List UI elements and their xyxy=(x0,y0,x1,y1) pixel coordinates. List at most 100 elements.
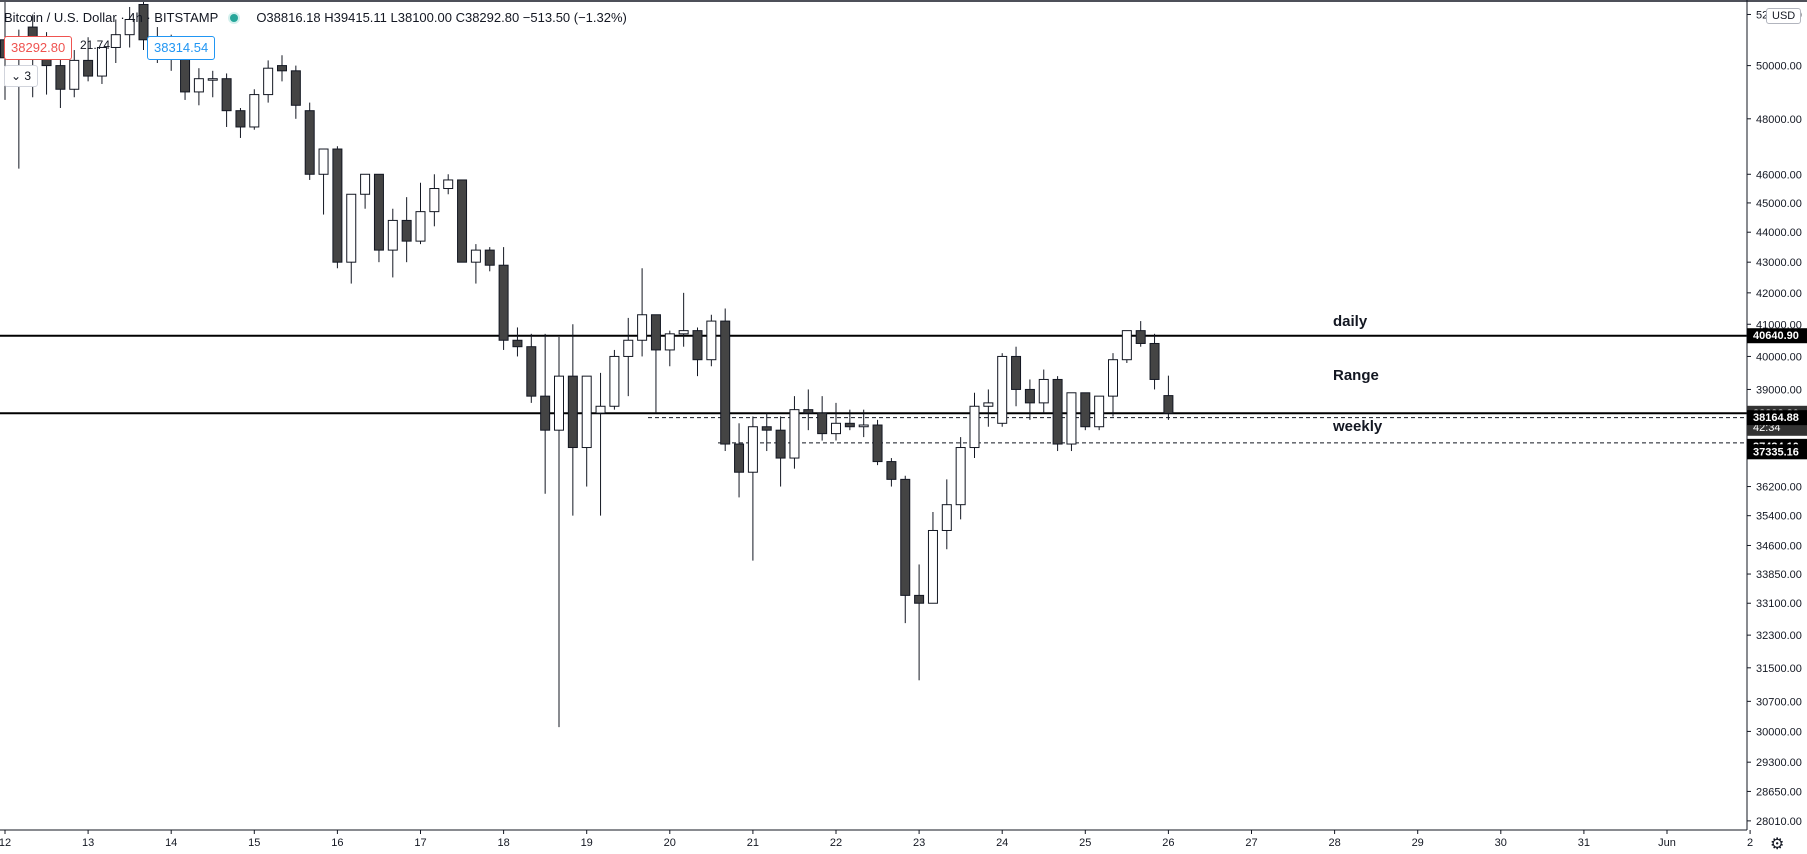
candle-body xyxy=(581,375,592,449)
price-badge-daily xyxy=(1747,328,1807,344)
quantity-selector[interactable]: ⌄ 3 xyxy=(4,65,39,87)
time-tick-label: 26 xyxy=(1162,837,1174,849)
candle-body xyxy=(207,78,218,81)
candle-body xyxy=(650,314,661,351)
time-tick-label: 22 xyxy=(830,837,842,849)
price-tick-label: 50000.00 xyxy=(1756,61,1802,73)
candle-body xyxy=(526,346,537,397)
candle-body xyxy=(443,179,454,190)
time-tick-label: 31 xyxy=(1578,837,1590,849)
time-tick-label: 13 xyxy=(82,837,94,849)
candle xyxy=(346,193,357,284)
candle-body xyxy=(858,424,869,428)
time-tick-label: 16 xyxy=(331,837,343,849)
gear-icon[interactable]: ⚙ xyxy=(1770,836,1785,853)
candle-body xyxy=(637,314,648,341)
candle-body xyxy=(498,264,509,341)
time-tick-label: 30 xyxy=(1495,837,1507,849)
candle-body xyxy=(706,320,717,361)
candle-body xyxy=(941,504,952,531)
price-badge-label: 38164.88 xyxy=(1753,412,1799,424)
daily-label[interactable]: daily xyxy=(1333,313,1368,330)
candle-body xyxy=(775,429,786,459)
price-badge-label: 40640.90 xyxy=(1753,330,1799,342)
candle xyxy=(650,314,661,414)
candle-body xyxy=(512,339,523,348)
time-tick-label: 27 xyxy=(1245,837,1257,849)
chevron-down-icon: ⌄ xyxy=(11,69,22,83)
candle-body xyxy=(83,59,94,77)
candle xyxy=(706,314,717,367)
time-tick-label: 24 xyxy=(996,837,1008,849)
candle xyxy=(997,353,1008,427)
candle xyxy=(290,65,301,119)
candle-body xyxy=(221,78,232,112)
candle xyxy=(318,148,329,215)
time-tick-label: 12 xyxy=(0,837,11,849)
candle xyxy=(207,70,218,98)
candle xyxy=(1135,321,1146,347)
price-tick-label: 36200.00 xyxy=(1756,482,1802,494)
time-tick-label: 19 xyxy=(581,837,593,849)
symbol-title[interactable]: Bitcoin / U.S. Dollar · 4h · BITSTAMP xyxy=(4,10,219,25)
candle-body xyxy=(429,188,440,213)
candle xyxy=(789,396,800,469)
candle xyxy=(360,173,371,209)
candle-body xyxy=(955,447,966,506)
buy-price-button[interactable]: 38314.54 xyxy=(147,36,216,60)
sell-price-button[interactable]: 38292.80 xyxy=(4,36,73,60)
candle-body xyxy=(886,461,897,480)
candle xyxy=(429,174,440,227)
price-tick-label: 30700.00 xyxy=(1756,696,1802,708)
time-tick-label: 25 xyxy=(1079,837,1091,849)
candle-body xyxy=(138,3,149,41)
currency-button[interactable]: USD xyxy=(1766,8,1802,24)
price-badge-level-3 xyxy=(1747,444,1807,460)
candle-body xyxy=(1108,359,1118,397)
candle xyxy=(678,292,689,347)
candle-body xyxy=(415,211,426,242)
candle-body xyxy=(554,375,564,431)
candle-body xyxy=(983,402,994,407)
time-tick-label: 29 xyxy=(1412,837,1424,849)
candle-body xyxy=(734,443,745,473)
price-tick-label: 28010.00 xyxy=(1756,816,1802,828)
candle xyxy=(277,55,287,82)
candle xyxy=(831,402,841,441)
candle-body xyxy=(969,405,980,449)
candle-body xyxy=(1163,395,1174,414)
candle-body xyxy=(180,57,191,93)
candle xyxy=(470,244,481,284)
candle xyxy=(110,19,121,63)
price-badge-label: 37335.16 xyxy=(1753,446,1799,458)
candle-body xyxy=(1094,395,1105,428)
candle-body xyxy=(1121,330,1132,361)
candle xyxy=(983,389,994,427)
candle-body xyxy=(595,405,606,414)
candle xyxy=(1011,346,1022,407)
candle-body xyxy=(623,339,634,357)
candle-body xyxy=(124,18,135,36)
candle xyxy=(193,68,204,106)
candle-body xyxy=(457,179,468,263)
candle-body xyxy=(55,65,66,90)
candle-body xyxy=(290,70,301,106)
price-tick-label: 48000.00 xyxy=(1756,114,1802,126)
candle-body xyxy=(346,193,357,263)
weekly-label[interactable]: weekly xyxy=(1333,418,1383,435)
candle xyxy=(581,375,592,487)
candle xyxy=(900,475,911,624)
price-tick-label: 30000.00 xyxy=(1756,726,1802,738)
spread-value: 21.74 xyxy=(80,38,111,52)
range-label[interactable]: Range xyxy=(1333,367,1379,384)
price-tick-label: 42000.00 xyxy=(1756,288,1802,300)
candle xyxy=(443,174,454,195)
candle-body xyxy=(844,422,855,428)
candle xyxy=(927,512,938,604)
candle xyxy=(817,396,828,441)
quantity-value: 3 xyxy=(24,69,32,83)
candle xyxy=(1080,392,1091,431)
candle xyxy=(332,146,343,269)
